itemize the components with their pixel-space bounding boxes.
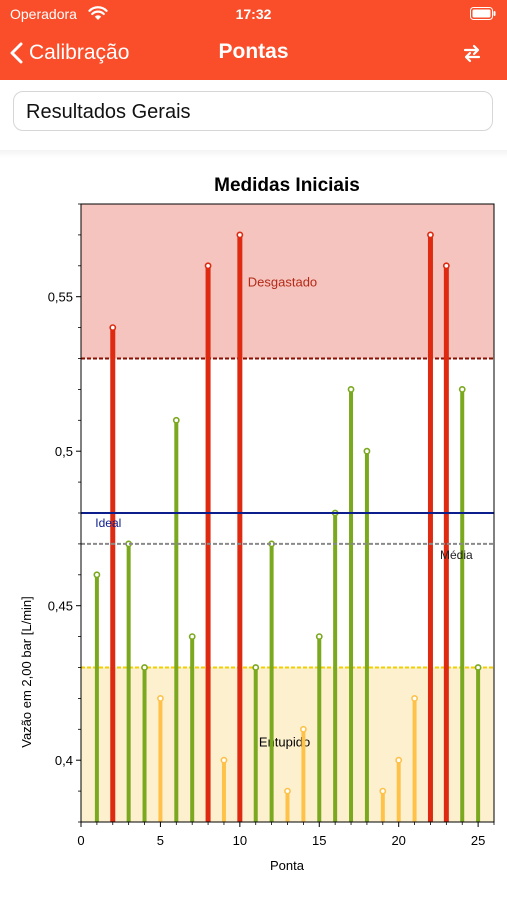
navigation-bar: Operadora 17:32 Calibração Pontas: [0, 0, 507, 80]
bar-cap: [157, 695, 164, 702]
nav-row: Calibração Pontas: [0, 28, 507, 80]
x-tick-label: 25: [471, 833, 485, 848]
bar-cap: [188, 633, 196, 640]
back-button[interactable]: Calibração: [10, 38, 129, 68]
bar-cap: [395, 756, 403, 764]
carrier-label: Operadora: [10, 6, 77, 22]
x-tick-label: 10: [233, 833, 247, 848]
average-line-label: Média: [440, 548, 473, 562]
bar-cap: [411, 695, 418, 702]
bar-cap: [347, 385, 355, 393]
bar-cap: [172, 416, 180, 424]
bar-cap: [284, 787, 291, 795]
bar-cap: [379, 787, 387, 795]
bar-cap: [299, 725, 307, 733]
chart-title: Medidas Iniciais: [214, 175, 360, 196]
bar-cap: [93, 571, 101, 579]
bar-cap: [236, 231, 244, 239]
y-axis-label: Vazão em 2,00 bar [L/min]: [19, 596, 34, 748]
x-tick-label: 15: [312, 833, 326, 848]
x-tick-label: 20: [391, 833, 405, 848]
worn-zone-label: Desgastado: [248, 274, 317, 289]
wifi-icon: [88, 6, 108, 20]
y-tick-label: 0,4: [55, 753, 73, 768]
ideal-line-label: Ideal: [95, 516, 121, 530]
bar-cap: [442, 262, 450, 270]
bar-cap: [141, 664, 148, 671]
status-bar: Operadora 17:32: [0, 0, 507, 28]
bar-cap: [474, 664, 482, 671]
section-divider: [0, 150, 507, 158]
chevron-left-icon: [10, 42, 23, 64]
bar-cap: [363, 447, 371, 455]
back-button-label: Calibração: [29, 41, 130, 64]
bar-cap: [458, 385, 466, 393]
x-axis-label: Ponta: [270, 858, 305, 873]
swap-arrows-icon[interactable]: [461, 42, 483, 64]
bar-cap: [252, 664, 260, 671]
y-tick-label: 0,45: [48, 599, 73, 614]
bar-cap: [204, 262, 212, 270]
bar-cap: [220, 756, 228, 764]
y-tick-label: 0,55: [48, 290, 73, 305]
bar-cap: [315, 633, 323, 640]
bar-cap: [109, 324, 117, 331]
x-tick-label: 0: [77, 833, 84, 848]
worn-zone: [81, 204, 494, 359]
battery-icon: [470, 7, 496, 20]
x-tick-label: 5: [157, 833, 164, 848]
bar-cap: [427, 231, 434, 239]
status-time: 17:32: [235, 6, 272, 22]
result-selector[interactable]: Resultados Gerais: [13, 91, 493, 131]
y-tick-label: 0,5: [55, 444, 73, 459]
